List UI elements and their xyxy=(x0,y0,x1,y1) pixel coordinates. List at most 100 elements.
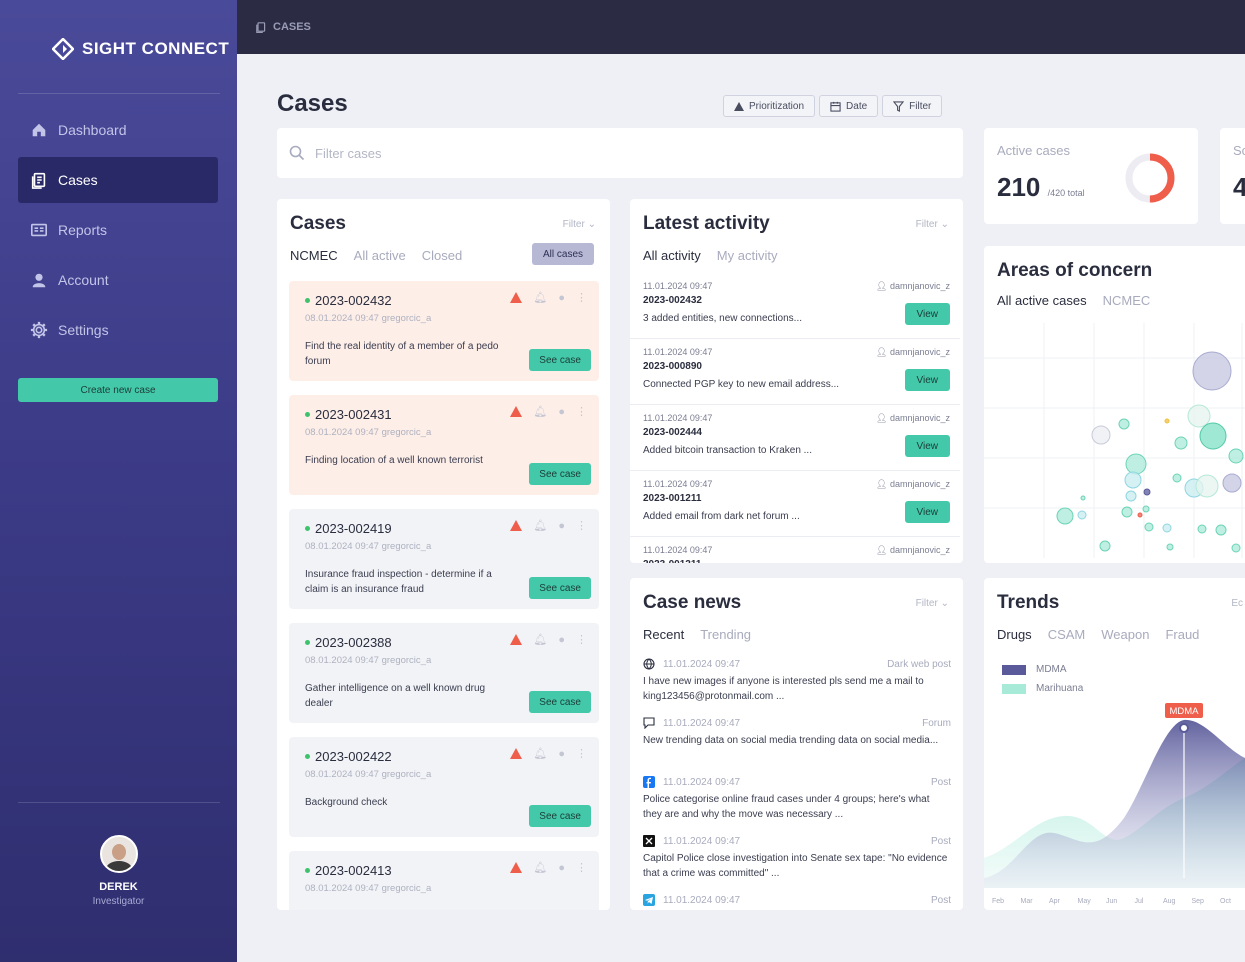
tab-fraud[interactable]: Fraud xyxy=(1165,627,1200,642)
bell-icon[interactable]: 🔔︎ xyxy=(533,862,548,874)
circle-icon[interactable]: ● xyxy=(558,405,565,418)
concern-bubble[interactable] xyxy=(1077,510,1087,520)
case-item[interactable]: 2023-002388 🔔︎ ● ⋮ 08.01.2024 09:47 gregor… xyxy=(289,623,599,723)
sidebar-item-reports[interactable]: Reports xyxy=(18,207,218,253)
cases-filter-dropdown[interactable]: Filter ⌄ xyxy=(563,219,596,230)
tab-ncmec[interactable]: NCMEC xyxy=(290,248,338,263)
more-icon[interactable]: ⋮ xyxy=(576,748,587,760)
news-item[interactable]: 11.01.2024 09:47 Post Capitol Police clos… xyxy=(643,835,951,881)
more-icon[interactable]: ⋮ xyxy=(576,862,587,874)
concern-bubble[interactable] xyxy=(1091,425,1111,445)
concern-bubble[interactable] xyxy=(1056,507,1074,525)
concern-bubble[interactable] xyxy=(1118,418,1130,430)
concern-bubble[interactable] xyxy=(1166,543,1174,551)
circle-icon[interactable]: ● xyxy=(558,633,565,646)
sidebar-item-account[interactable]: Account xyxy=(18,257,218,303)
search-input[interactable] xyxy=(315,145,915,161)
tab-closed[interactable]: Closed xyxy=(421,248,463,263)
concern-bubble[interactable] xyxy=(1215,524,1227,536)
date-button[interactable]: Date xyxy=(819,95,879,117)
tab-all-active-cases[interactable]: All active cases xyxy=(997,293,1087,308)
all-cases-button[interactable]: All cases xyxy=(531,243,594,265)
tab-trending[interactable]: Trending xyxy=(700,627,752,642)
marker-dot[interactable] xyxy=(1179,723,1189,733)
bell-icon[interactable]: 🔔︎ xyxy=(533,292,548,304)
view-button[interactable]: View xyxy=(904,435,950,457)
view-button[interactable]: View xyxy=(904,501,950,523)
case-item[interactable]: 2023-002419 🔔︎ ● ⋮ 08.01.2024 09:47 gregor… xyxy=(289,509,599,609)
activity-item[interactable]: 11.01.2024 09:47 👤︎ damnjanovic_z 2023-0… xyxy=(630,405,960,471)
more-icon[interactable]: ⋮ xyxy=(576,406,587,418)
concern-bubble[interactable] xyxy=(1228,448,1244,464)
circle-icon[interactable]: ● xyxy=(558,747,565,760)
bell-icon[interactable]: 🔔︎ xyxy=(533,520,548,532)
concern-bubble[interactable] xyxy=(1222,473,1242,493)
sidebar-item-dashboard[interactable]: Dashboard xyxy=(18,107,218,153)
concern-bubble[interactable] xyxy=(1174,436,1188,450)
tab-all-active[interactable]: All active xyxy=(353,248,406,263)
concern-bubble[interactable] xyxy=(1143,488,1151,496)
secondary-stat-card[interactable]: Sc 4 xyxy=(1220,128,1245,224)
news-item[interactable]: 11.01.2024 09:47 Dark web post I have new… xyxy=(643,658,951,704)
tab-recent[interactable]: Recent xyxy=(643,627,685,642)
activity-item[interactable]: 11.01.2024 09:47 👤︎ damnjanovic_z 2023-0… xyxy=(630,273,960,339)
more-icon[interactable]: ⋮ xyxy=(576,520,587,532)
see-case-button[interactable]: See case xyxy=(529,577,591,599)
filter-button[interactable]: Filter xyxy=(882,95,943,117)
concern-bubble[interactable] xyxy=(1164,418,1170,424)
concern-bubble[interactable] xyxy=(1137,512,1143,518)
more-icon[interactable]: ⋮ xyxy=(576,292,587,304)
concern-bubble[interactable] xyxy=(1080,495,1086,501)
concern-bubble[interactable] xyxy=(1121,506,1133,518)
circle-icon[interactable]: ● xyxy=(558,519,565,532)
avatar[interactable] xyxy=(99,835,138,873)
activity-item[interactable]: 11.01.2024 09:47 👤︎ damnjanovic_z 2023-0… xyxy=(630,537,960,563)
tab-weapon[interactable]: Weapon xyxy=(1101,627,1150,642)
bell-icon[interactable]: 🔔︎ xyxy=(533,748,548,760)
concern-bubble[interactable] xyxy=(1162,523,1172,533)
see-case-button[interactable]: See case xyxy=(529,463,591,485)
activity-item[interactable]: 11.01.2024 09:47 👤︎ damnjanovic_z 2023-0… xyxy=(630,339,960,405)
breadcrumb[interactable]: CASES xyxy=(273,21,311,33)
more-icon[interactable]: ⋮ xyxy=(576,634,587,646)
activity-item[interactable]: 11.01.2024 09:47 👤︎ damnjanovic_z 2023-0… xyxy=(630,471,960,537)
sidebar-item-cases[interactable]: Cases xyxy=(18,157,218,203)
concern-bubble[interactable] xyxy=(1142,505,1150,513)
view-button[interactable]: View xyxy=(904,369,950,391)
sidebar-item-settings[interactable]: Settings xyxy=(18,307,218,353)
app-logo[interactable]: SIGHT CONNECT xyxy=(52,38,229,60)
concern-bubble[interactable] xyxy=(1172,473,1182,483)
tab-all-activity[interactable]: All activity xyxy=(643,248,701,263)
news-item[interactable]: 11.01.2024 09:47 Post xyxy=(643,894,951,906)
concern-bubble[interactable] xyxy=(1125,490,1137,502)
concern-bubble[interactable] xyxy=(1195,474,1219,498)
user-profile[interactable]: DEREK Investigator xyxy=(0,835,237,907)
tab-drugs[interactable]: Drugs xyxy=(997,627,1032,642)
concern-bubble[interactable] xyxy=(1192,351,1232,391)
case-item[interactable]: 2023-002413 🔔︎ ● ⋮ 08.01.2024 09:47 gregor… xyxy=(289,851,599,910)
tab-csam[interactable]: CSAM xyxy=(1047,627,1086,642)
concern-bubble[interactable] xyxy=(1124,471,1142,489)
activity-filter-dropdown[interactable]: Filter ⌄ xyxy=(916,219,949,230)
case-item[interactable]: 2023-002431 🔔︎ ● ⋮ 08.01.2024 09:47 gregor… xyxy=(289,395,599,495)
bell-icon[interactable]: 🔔︎ xyxy=(533,406,548,418)
case-item[interactable]: 2023-002432 🔔︎ ● ⋮ 08.01.2024 09:47 gregor… xyxy=(289,281,599,381)
news-item[interactable]: 11.01.2024 09:47 Forum New trending data … xyxy=(643,717,951,748)
case-item[interactable]: 2023-002422 🔔︎ ● ⋮ 08.01.2024 09:47 gregor… xyxy=(289,737,599,837)
concern-bubble[interactable] xyxy=(1125,453,1147,475)
circle-icon[interactable]: ● xyxy=(558,291,565,304)
view-button[interactable]: View xyxy=(904,303,950,325)
concern-bubble[interactable] xyxy=(1099,540,1111,552)
tab-ncmec[interactable]: NCMEC xyxy=(1102,293,1151,308)
trends-extra[interactable]: Ec xyxy=(1231,598,1243,609)
circle-icon[interactable]: ● xyxy=(558,861,565,874)
prioritization-button[interactable]: Prioritization xyxy=(723,95,816,117)
news-item[interactable]: 11.01.2024 09:47 Post Police categorise o… xyxy=(643,776,951,822)
tab-my-activity[interactable]: My activity xyxy=(716,248,778,263)
concern-bubble[interactable] xyxy=(1231,543,1241,553)
see-case-button[interactable]: See case xyxy=(529,349,591,371)
bell-icon[interactable]: 🔔︎ xyxy=(533,634,548,646)
concern-bubble[interactable] xyxy=(1187,404,1211,428)
concern-bubble[interactable] xyxy=(1144,522,1154,532)
news-filter-dropdown[interactable]: Filter ⌄ xyxy=(916,598,949,609)
